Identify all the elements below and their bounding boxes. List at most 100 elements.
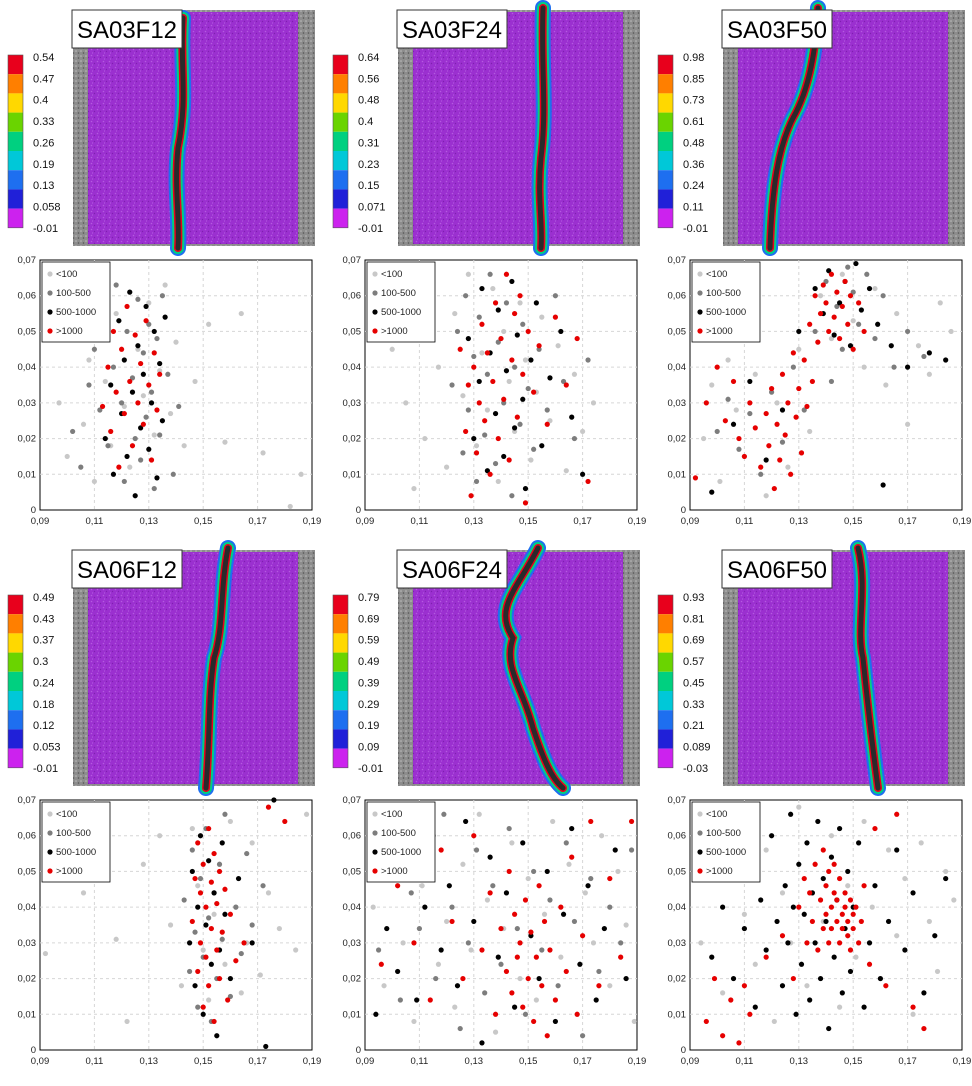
data-point (249, 840, 255, 846)
colorbar-label: 0.4 (358, 116, 373, 128)
data-point (216, 868, 223, 875)
data-point (812, 293, 818, 299)
legend-label: 100-500 (706, 828, 741, 839)
data-point (473, 847, 480, 853)
data-point (487, 890, 493, 896)
data-point (820, 847, 826, 853)
data-point (921, 353, 927, 360)
y-tick-label: 0,02 (668, 974, 687, 985)
data-point (498, 961, 504, 967)
data-point (189, 825, 195, 832)
y-tick-label: 0,01 (343, 1009, 362, 1020)
strain-colorbar: 0.79 0.69 0.59 0.49 0.39 0.29 0.19 0.09 -0.01 (332, 592, 383, 775)
data-point (828, 925, 835, 932)
data-point (834, 897, 840, 903)
data-point (427, 997, 433, 1003)
data-point (820, 282, 826, 288)
data-point (460, 450, 466, 456)
data-point (148, 389, 155, 395)
data-point (192, 983, 198, 989)
data-point (197, 875, 204, 882)
data-point (503, 368, 510, 374)
colorbar-label: 0.37 (33, 635, 54, 647)
panel-title-text: SA03F12 (77, 17, 177, 44)
data-point (113, 936, 119, 942)
data-point (129, 443, 136, 449)
data-point (812, 285, 818, 292)
data-point (203, 954, 209, 960)
data-point (539, 947, 545, 953)
data-point (503, 890, 510, 896)
data-point (143, 303, 149, 310)
data-point (99, 403, 106, 410)
data-point (807, 997, 813, 1003)
data-point (135, 343, 141, 349)
data-point (628, 818, 635, 825)
dic-strain-image (398, 0, 640, 256)
data-point (378, 961, 384, 967)
data-point (839, 925, 845, 932)
y-tick-label: 0,02 (343, 974, 362, 985)
data-point (113, 389, 119, 395)
data-point (777, 457, 783, 463)
x-tick-label: 0,19 (628, 516, 647, 527)
y-tick-label: 0,03 (343, 398, 362, 409)
data-point (582, 890, 588, 896)
data-point (943, 357, 949, 363)
y-tick-label: 0,02 (343, 434, 362, 445)
panel-title: SA06F12 (71, 549, 183, 589)
data-point (850, 925, 856, 932)
data-point (490, 285, 496, 292)
data-point (774, 400, 780, 406)
x-tick-label: 0,19 (628, 1056, 647, 1067)
legend: <100 100-500 500-1000 >1000 (41, 801, 111, 883)
colorbar-label: 0.09 (358, 741, 379, 753)
data-point (476, 811, 482, 817)
colorbar-label: 0.49 (33, 592, 54, 604)
data-point (129, 389, 136, 395)
data-point (725, 396, 731, 402)
data-point (482, 418, 488, 424)
data-point (588, 818, 594, 825)
data-point (471, 918, 477, 925)
scatter-chart: 0,09 0,11 0,13 0,15 0,17 0,19 0 0,01 0,02 0,03 0,0… (343, 795, 647, 1067)
data-point (373, 1011, 379, 1017)
data-point (227, 975, 233, 982)
data-point (531, 389, 537, 395)
y-tick-label: 0,04 (343, 902, 362, 913)
data-point (222, 886, 228, 892)
data-point (460, 861, 466, 867)
data-point (214, 900, 220, 907)
x-tick-label: 0,13 (790, 516, 809, 527)
legend-marker (47, 830, 53, 836)
data-point (823, 918, 829, 925)
y-tick-label: 0,05 (18, 866, 37, 877)
y-tick-label: 0,07 (343, 255, 362, 266)
data-point (720, 1033, 726, 1039)
colorbar-label: 0.61 (683, 116, 704, 128)
series-r500_1000 (373, 818, 629, 1046)
data-point (612, 847, 618, 853)
x-tick-label: 0,17 (898, 1056, 917, 1067)
data-point (146, 321, 152, 327)
panel-title: SA03F12 (71, 9, 183, 49)
colorbar-segment (8, 208, 23, 228)
data-point (140, 371, 146, 377)
data-point (752, 961, 758, 967)
data-point (763, 947, 769, 953)
data-point (785, 940, 791, 946)
data-point (801, 875, 807, 882)
data-point (550, 818, 556, 825)
scatter-chart: 0,09 0,11 0,13 0,15 0,17 0,19 0 0,01 0,02 0,03 0,0… (668, 255, 972, 527)
legend-marker (372, 849, 378, 855)
colorbar-segment (333, 93, 348, 113)
colorbar-segment (8, 710, 23, 730)
data-point (146, 300, 152, 306)
data-point (864, 271, 870, 277)
dic-strain-image (73, 540, 315, 796)
legend: <100 100-500 500-1000 >1000 (366, 261, 436, 343)
y-tick-label: 0,02 (18, 434, 37, 445)
data-point (487, 854, 493, 860)
data-point (831, 890, 837, 896)
data-point (492, 1011, 499, 1017)
